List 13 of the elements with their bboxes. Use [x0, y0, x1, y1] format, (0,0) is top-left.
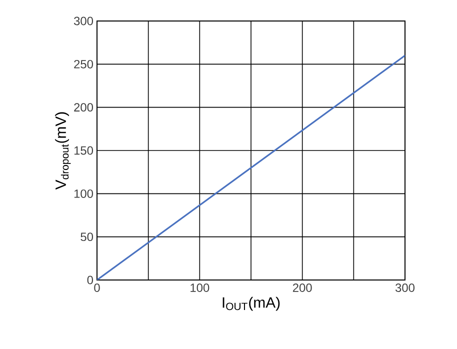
y-tick-label: 300 — [74, 16, 94, 26]
y-axis-title: V$_{dropout}$(mV) — [55, 112, 71, 190]
y-tick-label: 200 — [74, 103, 94, 112]
x-axis-title: I$_{OUT}$(mA) — [222, 296, 280, 311]
y-tick-label: 50 — [80, 232, 94, 242]
x-tick-label: 200 — [292, 284, 312, 292]
y-tick-label: 250 — [74, 60, 94, 68]
x-tick-label: 300 — [395, 284, 415, 292]
y-tick-label: 150 — [74, 146, 94, 155]
y-tick-label: 100 — [74, 189, 94, 198]
x-tick-label: 100 — [190, 284, 210, 292]
x-tick-label: 0 — [94, 284, 100, 292]
y-tick-label: 0 — [87, 276, 94, 284]
